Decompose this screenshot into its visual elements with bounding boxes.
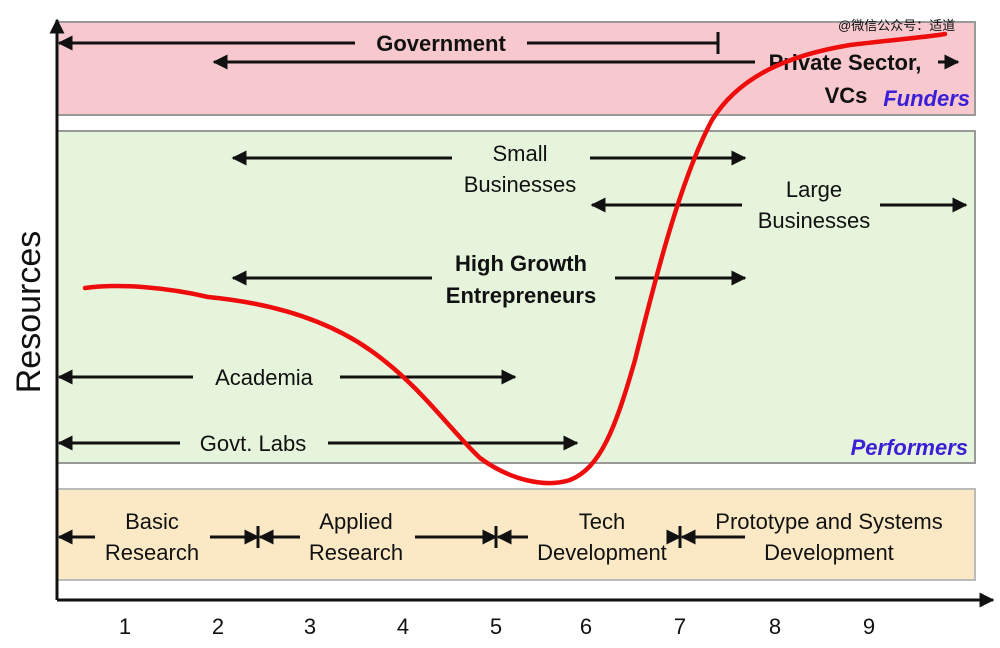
prototype-label-2: Development (764, 540, 894, 565)
applied-research-label-2: Research (309, 540, 403, 565)
tech-dev-label-2: Development (537, 540, 667, 565)
x-tick-label: 9 (863, 614, 875, 639)
x-tick-label: 2 (212, 614, 224, 639)
small-biz-label-1: Small (492, 141, 547, 166)
basic-research-label-1: Basic (125, 509, 179, 534)
performers-tag: Performers (851, 435, 968, 460)
high-growth-label-2: Entrepreneurs (446, 283, 596, 308)
private-sector-label: Private Sector, (769, 50, 922, 75)
vcs-label: VCs (825, 83, 868, 108)
funders-band (56, 21, 976, 116)
large-biz-label-1: Large (786, 177, 842, 202)
x-tick-label: 7 (674, 614, 686, 639)
funders-tag: Funders (883, 86, 970, 111)
applied-research-label-1: Applied (319, 509, 392, 534)
watermark: @微信公众号：适道 (838, 18, 955, 33)
resources-curve (82, 31, 948, 486)
x-tick-label: 6 (580, 614, 592, 639)
x-tick-label: 3 (304, 614, 316, 639)
govt-labs-label: Govt. Labs (200, 431, 306, 456)
tech-dev-label-1: Tech (579, 509, 625, 534)
stages-band (56, 488, 976, 581)
large-biz-label-2: Businesses (758, 208, 871, 233)
x-tick-label: 1 (119, 614, 131, 639)
x-tick-labels: 1 2 3 4 5 6 7 8 9 (119, 614, 875, 639)
academia-label: Academia (215, 365, 314, 390)
high-growth-label-1: High Growth (455, 251, 587, 276)
y-axis-label: Resources (10, 231, 48, 394)
x-tick-label: 5 (490, 614, 502, 639)
prototype-label-1: Prototype and Systems (715, 509, 942, 534)
basic-research-label-2: Research (105, 540, 199, 565)
x-tick-label: 8 (769, 614, 781, 639)
x-tick-label: 4 (397, 614, 409, 639)
government-label: Government (376, 31, 506, 56)
small-biz-label-2: Businesses (464, 172, 577, 197)
